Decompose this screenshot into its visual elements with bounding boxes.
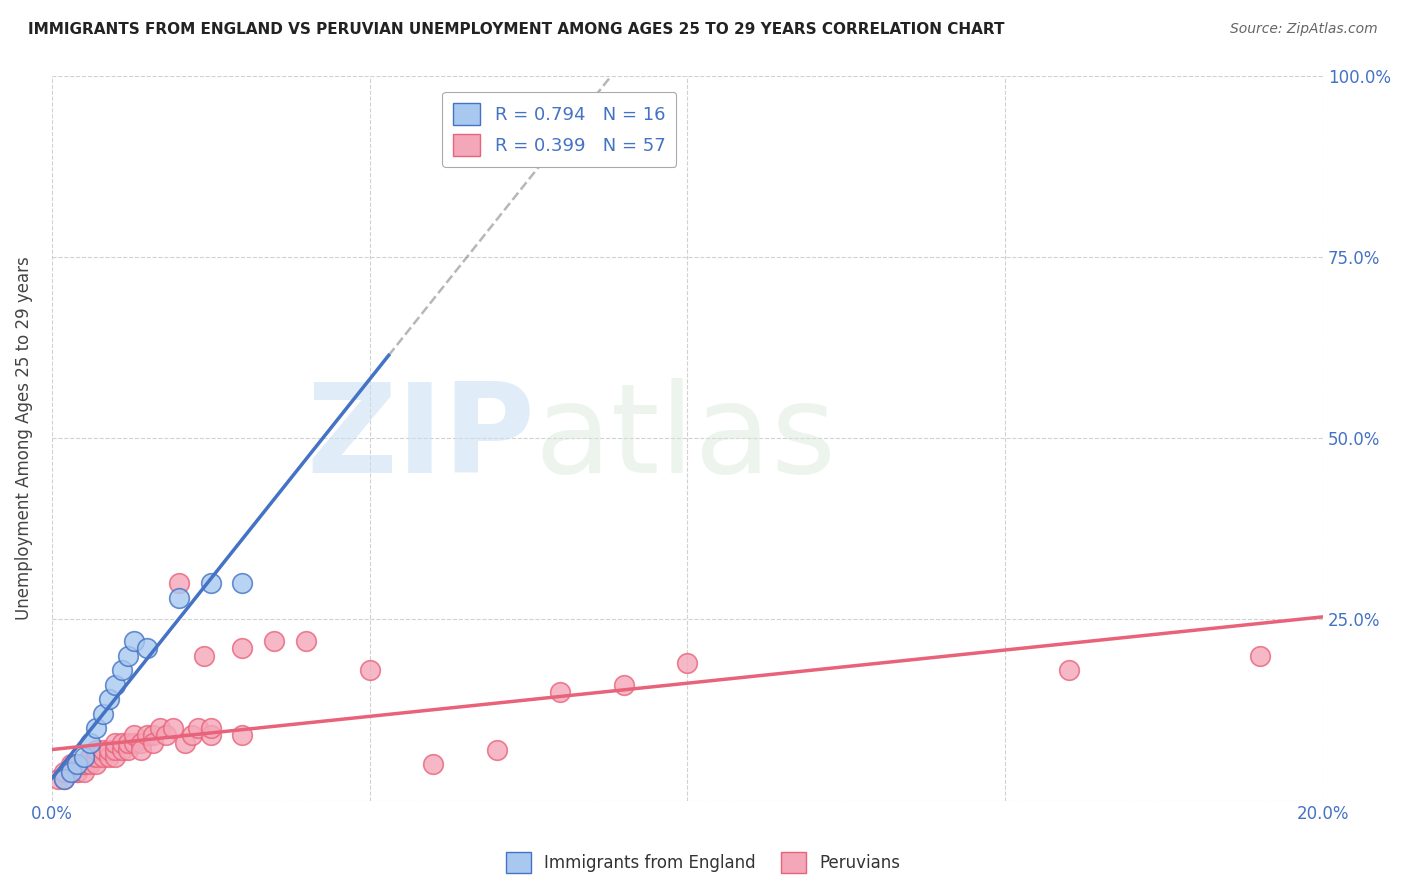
Point bbox=[117, 743, 139, 757]
Point bbox=[263, 634, 285, 648]
Point bbox=[155, 728, 177, 742]
Point bbox=[66, 764, 89, 779]
Point bbox=[72, 757, 94, 772]
Point bbox=[117, 648, 139, 663]
Point bbox=[72, 750, 94, 764]
Point bbox=[79, 736, 101, 750]
Text: IMMIGRANTS FROM ENGLAND VS PERUVIAN UNEMPLOYMENT AMONG AGES 25 TO 29 YEARS CORRE: IMMIGRANTS FROM ENGLAND VS PERUVIAN UNEM… bbox=[28, 22, 1005, 37]
Point bbox=[59, 764, 82, 779]
Text: atlas: atlas bbox=[534, 377, 837, 499]
Point bbox=[231, 576, 253, 591]
Point bbox=[104, 736, 127, 750]
Point bbox=[136, 641, 159, 656]
Point bbox=[613, 677, 636, 691]
Point bbox=[676, 656, 699, 670]
Point bbox=[66, 764, 89, 779]
Point bbox=[359, 663, 381, 677]
Point bbox=[91, 743, 114, 757]
Point bbox=[187, 721, 209, 735]
Point bbox=[53, 772, 76, 786]
Point bbox=[46, 772, 69, 786]
Point bbox=[124, 736, 146, 750]
Point bbox=[129, 743, 152, 757]
Point bbox=[97, 750, 120, 764]
Point bbox=[124, 728, 146, 742]
Point bbox=[79, 750, 101, 764]
Point bbox=[72, 757, 94, 772]
Text: Source: ZipAtlas.com: Source: ZipAtlas.com bbox=[1230, 22, 1378, 37]
Point bbox=[200, 728, 222, 742]
Point bbox=[142, 728, 165, 742]
Point bbox=[53, 772, 76, 786]
Point bbox=[550, 685, 572, 699]
Point bbox=[72, 764, 94, 779]
Point bbox=[84, 757, 107, 772]
Point bbox=[111, 743, 134, 757]
Point bbox=[174, 736, 197, 750]
Point bbox=[84, 743, 107, 757]
Point bbox=[167, 591, 190, 605]
Point bbox=[167, 576, 190, 591]
Point bbox=[200, 721, 222, 735]
Point bbox=[91, 750, 114, 764]
Point bbox=[129, 736, 152, 750]
Point bbox=[97, 692, 120, 706]
Point bbox=[59, 764, 82, 779]
Point bbox=[124, 634, 146, 648]
Text: ZIP: ZIP bbox=[307, 377, 534, 499]
Point bbox=[104, 743, 127, 757]
Point bbox=[91, 706, 114, 721]
Point bbox=[79, 750, 101, 764]
Point bbox=[231, 728, 253, 742]
Point bbox=[117, 736, 139, 750]
Point bbox=[66, 757, 89, 772]
Point bbox=[231, 641, 253, 656]
Point bbox=[111, 663, 134, 677]
Point bbox=[84, 721, 107, 735]
Point bbox=[295, 634, 318, 648]
Y-axis label: Unemployment Among Ages 25 to 29 years: Unemployment Among Ages 25 to 29 years bbox=[15, 256, 32, 620]
Point bbox=[162, 721, 184, 735]
Point bbox=[111, 736, 134, 750]
Point bbox=[136, 728, 159, 742]
Point bbox=[53, 764, 76, 779]
Point bbox=[79, 757, 101, 772]
Point bbox=[104, 750, 127, 764]
Point bbox=[66, 757, 89, 772]
Point bbox=[142, 736, 165, 750]
Point bbox=[180, 728, 202, 742]
Legend: R = 0.794   N = 16, R = 0.399   N = 57: R = 0.794 N = 16, R = 0.399 N = 57 bbox=[443, 92, 676, 167]
Point bbox=[1057, 663, 1080, 677]
Point bbox=[84, 750, 107, 764]
Point bbox=[59, 757, 82, 772]
Point bbox=[104, 677, 127, 691]
Point bbox=[97, 743, 120, 757]
Point bbox=[485, 743, 508, 757]
Point bbox=[200, 576, 222, 591]
Legend: Immigrants from England, Peruvians: Immigrants from England, Peruvians bbox=[499, 846, 907, 880]
Point bbox=[149, 721, 172, 735]
Point bbox=[1249, 648, 1271, 663]
Point bbox=[422, 757, 444, 772]
Point bbox=[193, 648, 215, 663]
